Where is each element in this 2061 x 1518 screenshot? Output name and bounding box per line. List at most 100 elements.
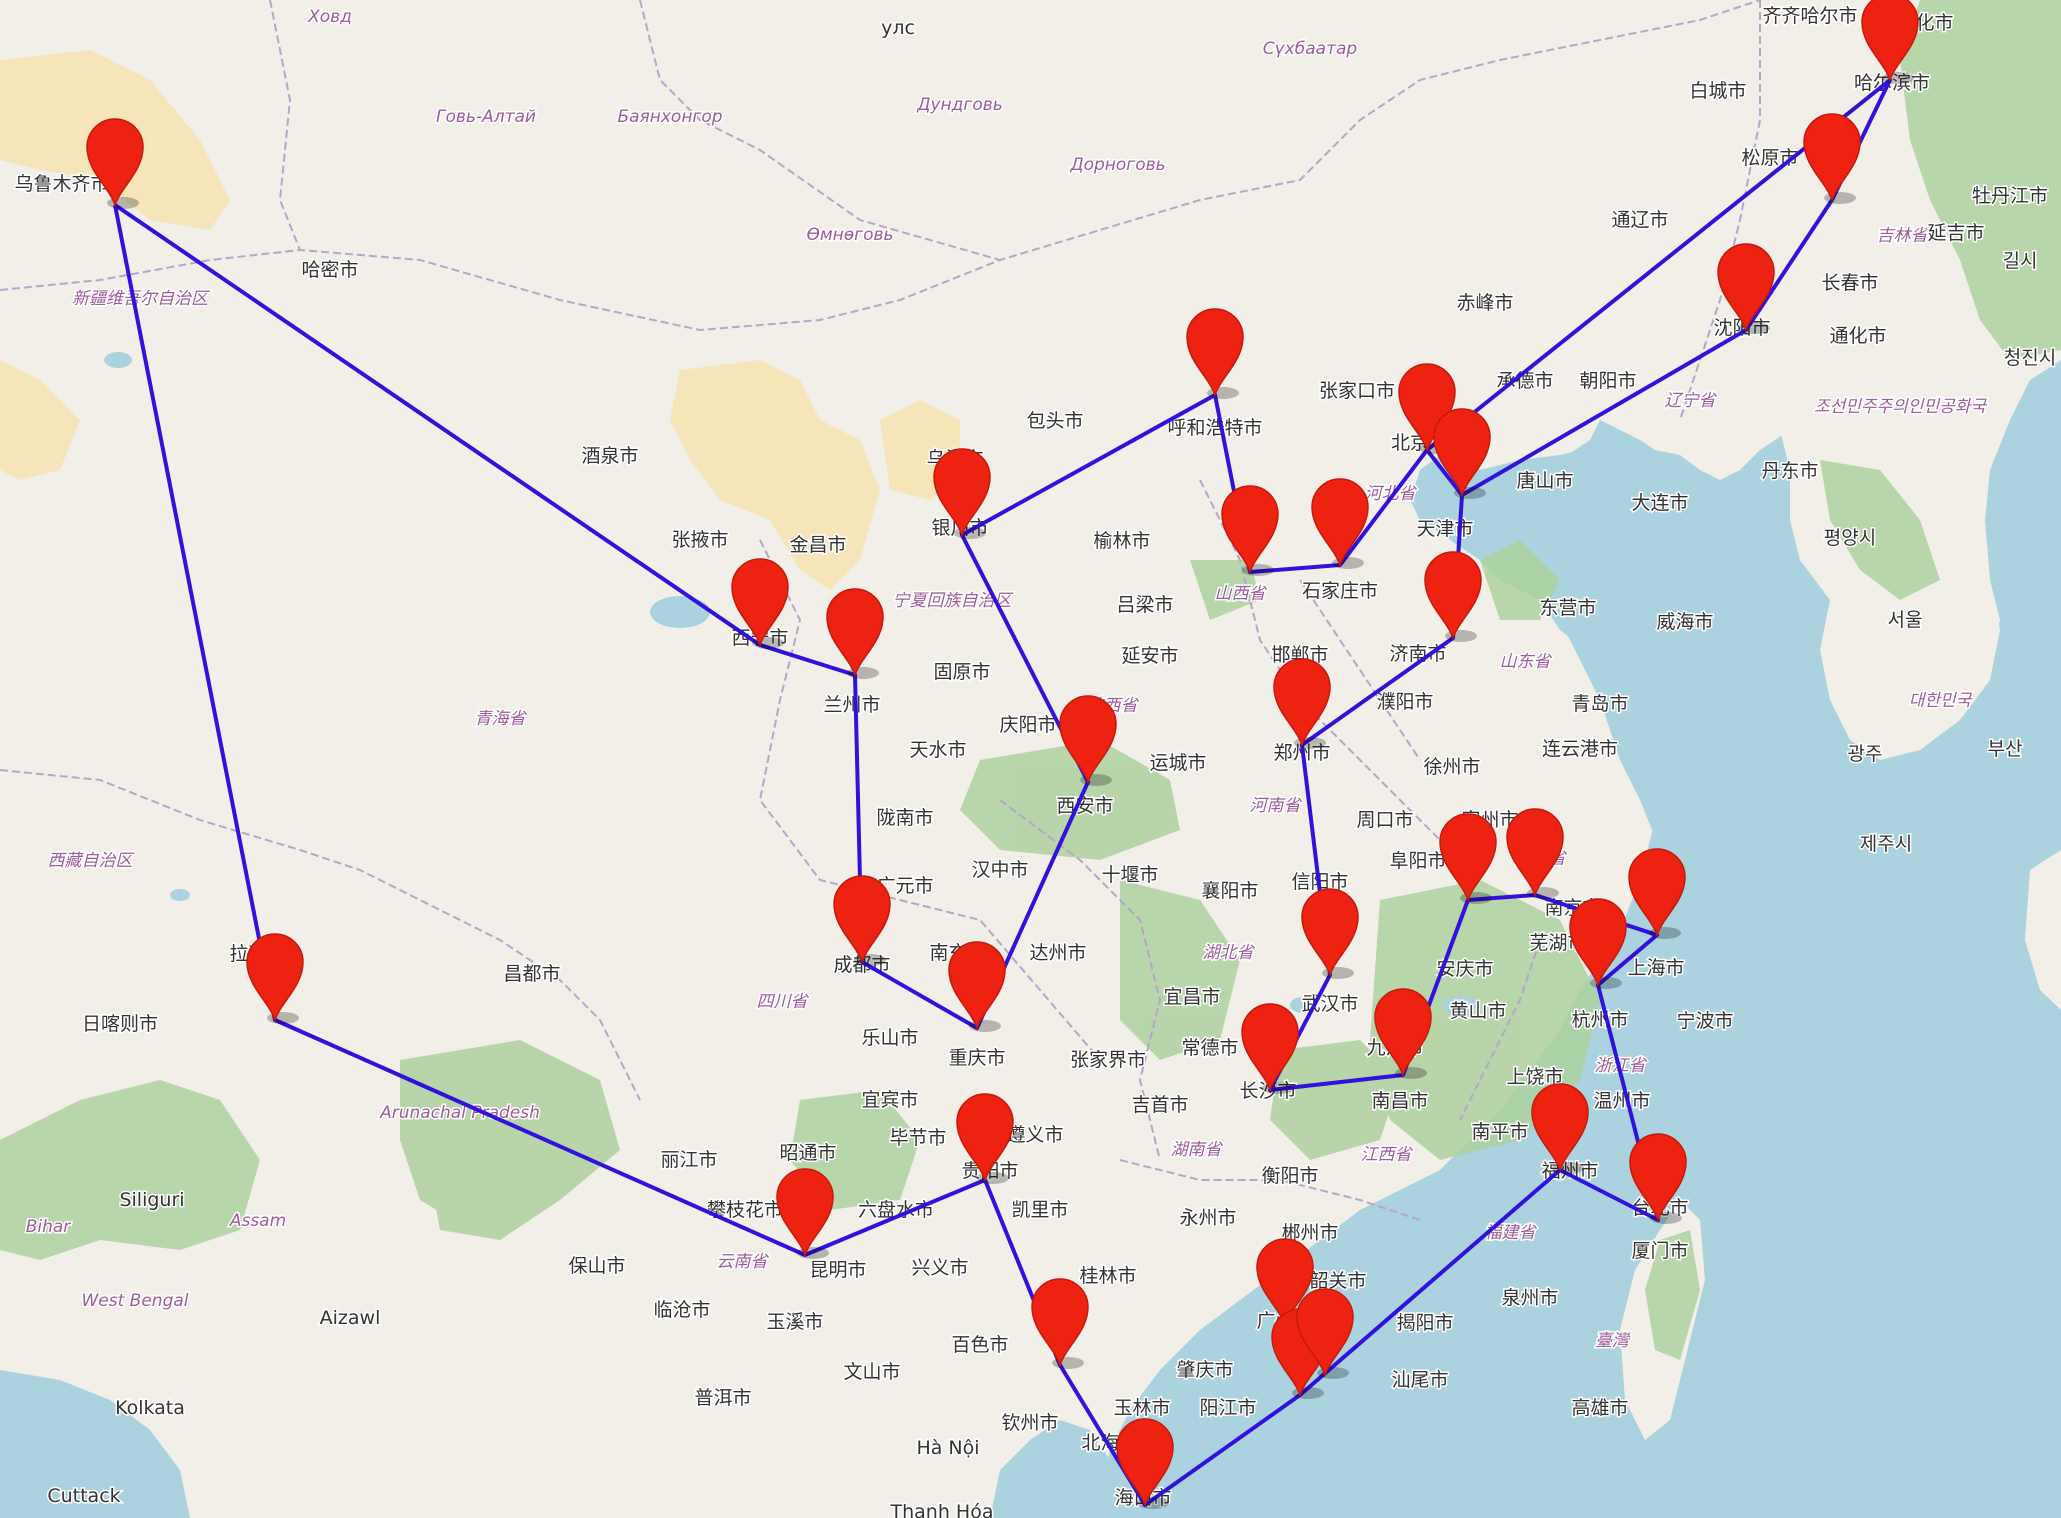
desert-northwest (0, 360, 80, 480)
marker-changsha[interactable]: 长沙市 (1241, 1003, 1299, 1094)
map-pin-icon[interactable] (826, 588, 884, 678)
place-label: 광주 (1848, 743, 1883, 765)
region-label: 西藏自治区 (48, 851, 136, 871)
map-pin-icon[interactable] (1861, 0, 1919, 83)
map-pin-icon[interactable] (731, 558, 789, 648)
marker-chengdu[interactable]: 成都市 (833, 875, 891, 966)
map-pin-icon[interactable] (1424, 551, 1482, 641)
marker-xian[interactable]: 西安市 (1059, 695, 1117, 786)
marker-nanjing[interactable]: 南京市 (1506, 808, 1564, 899)
map-pin-icon[interactable] (1186, 308, 1244, 398)
marker-hohhot[interactable]: 呼和浩特市 (1186, 308, 1244, 399)
place-label: 文山市 (843, 1361, 900, 1383)
map-pin-icon[interactable] (1803, 113, 1861, 203)
marker-guiyang[interactable]: 贵阳市 (956, 1093, 1014, 1184)
place-label: 延吉市 (1927, 222, 1984, 244)
place-label: 南昌市 (1371, 1090, 1428, 1112)
place-label: 평양시 (1824, 527, 1876, 549)
place-label: 兰州市 (823, 694, 880, 716)
marker-urumqi[interactable]: 乌鲁木齐市 (86, 118, 144, 209)
marker-haikou[interactable]: 海口市 (1116, 1418, 1174, 1509)
marker-layer[interactable]: 乌鲁木齐市拉萨市西宁市兰州市银川市呼和浩特市太原市石家庄市北京市天津市济南市郑州… (86, 0, 1919, 1509)
map-pin-icon[interactable] (1059, 695, 1117, 785)
marker-harbin[interactable]: 哈尔滨市 (1861, 0, 1919, 84)
place-label: 张掖市 (671, 529, 728, 551)
map-pin-icon[interactable] (1221, 485, 1279, 575)
map-pin-icon[interactable] (1256, 1238, 1314, 1328)
marker-kunming[interactable]: 昆明市 (776, 1168, 834, 1259)
map-pin-icon[interactable] (1439, 813, 1497, 903)
place-label: 永州市 (1179, 1207, 1236, 1229)
marker-changchun[interactable]: 长春市 (1803, 113, 1861, 204)
marker-taipei[interactable]: 台北市 (1629, 1133, 1687, 1224)
place-label: 东营市 (1539, 597, 1596, 619)
marker-shanghai[interactable]: 上海市 (1628, 848, 1686, 939)
place-label: 南平市 (1471, 1121, 1528, 1143)
map-pin-icon[interactable] (956, 1093, 1014, 1183)
marker-hangzhou[interactable]: 杭州市 (1569, 898, 1627, 989)
marker-fuzhou[interactable]: 福州市 (1531, 1083, 1589, 1174)
region-label: 宁夏回族自治区 (893, 591, 1015, 611)
map-pin-icon[interactable] (1296, 1288, 1354, 1378)
map-pin-icon[interactable] (1273, 658, 1331, 748)
marker-yinchuan[interactable]: 银川市 (933, 448, 991, 539)
map-pin-icon[interactable] (1717, 243, 1775, 333)
place-label: 凯里市 (1011, 1199, 1068, 1221)
place-label: 高雄市 (1571, 1397, 1628, 1419)
map-pin-icon[interactable] (948, 941, 1006, 1031)
place-label: 제주시 (1860, 833, 1912, 855)
map-pin-icon[interactable] (833, 875, 891, 965)
marker-shenyang[interactable]: 沈阳市 (1717, 243, 1775, 334)
map-pin-icon[interactable] (1374, 988, 1432, 1078)
place-label: 桂林市 (1079, 1265, 1136, 1287)
map-pin-icon[interactable] (1569, 898, 1627, 988)
place-label: 达州市 (1029, 942, 1086, 964)
marker-shijiazhuang[interactable]: 石家庄市 (1311, 478, 1369, 569)
marker-nanning[interactable]: 南宁市 (1031, 1278, 1089, 1369)
marker-taiyuan[interactable]: 太原市 (1221, 485, 1279, 576)
marker-lhasa[interactable]: 拉萨市 (246, 933, 304, 1024)
region-label: Bihar (26, 1217, 72, 1237)
yellow-sea (1480, 445, 1830, 850)
map-pin-icon[interactable] (1241, 1003, 1299, 1093)
map-pin-icon[interactable] (1628, 848, 1686, 938)
map-pin-icon[interactable] (1629, 1133, 1687, 1223)
place-label: 哈尔滨市 (1854, 72, 1930, 94)
map-pin-icon[interactable] (1506, 808, 1564, 898)
map-pin-icon[interactable] (246, 933, 304, 1023)
map-pin-icon[interactable] (86, 118, 144, 208)
map-pin-icon[interactable] (933, 448, 991, 538)
region-label: 山东省 (1500, 652, 1553, 672)
marker-hefei[interactable]: 合肥市 (1439, 813, 1497, 904)
place-label: 通化市 (1829, 325, 1886, 347)
marker-lanzhou[interactable]: 兰州市 (826, 588, 884, 679)
region-label: 青海省 (475, 709, 528, 729)
marker-jinan[interactable]: 济南市 (1424, 551, 1482, 642)
place-label: 衡阳市 (1261, 1165, 1318, 1187)
map-pin-icon[interactable] (1031, 1278, 1089, 1368)
map-pin-icon[interactable] (776, 1168, 834, 1258)
marker-xining[interactable]: 西宁市 (731, 558, 789, 649)
marker-wuhan[interactable]: 武汉市 (1301, 888, 1359, 979)
place-label: 韶关市 (1309, 1270, 1366, 1292)
marker-dongguan[interactable]: 东莞市 (1296, 1288, 1354, 1379)
marker-nanchang[interactable]: 南昌市 (1374, 988, 1432, 1079)
place-label: 六盘水市 (858, 1199, 934, 1221)
map-pin-icon[interactable] (1116, 1418, 1174, 1508)
map-pin-icon[interactable] (1531, 1083, 1589, 1173)
place-label: 牡丹江市 (1972, 185, 2048, 207)
marker-zhengzhou[interactable]: 郑州市 (1273, 658, 1331, 749)
map-pin-icon[interactable] (1301, 888, 1359, 978)
map-pin-icon[interactable] (1433, 408, 1491, 498)
marker-chongqing[interactable]: 重庆市 (948, 941, 1006, 1032)
place-label: Siliguri (119, 1189, 184, 1211)
place-label: 白城市 (1689, 80, 1746, 102)
place-label: 吕梁市 (1116, 594, 1173, 616)
place-label: 青岛市 (1571, 693, 1628, 715)
map-pin-icon[interactable] (1311, 478, 1369, 568)
region-label: Говь-Алтай (436, 107, 536, 127)
region-label: 四川省 (757, 992, 810, 1012)
marker-tianjin[interactable]: 天津市 (1433, 408, 1491, 499)
